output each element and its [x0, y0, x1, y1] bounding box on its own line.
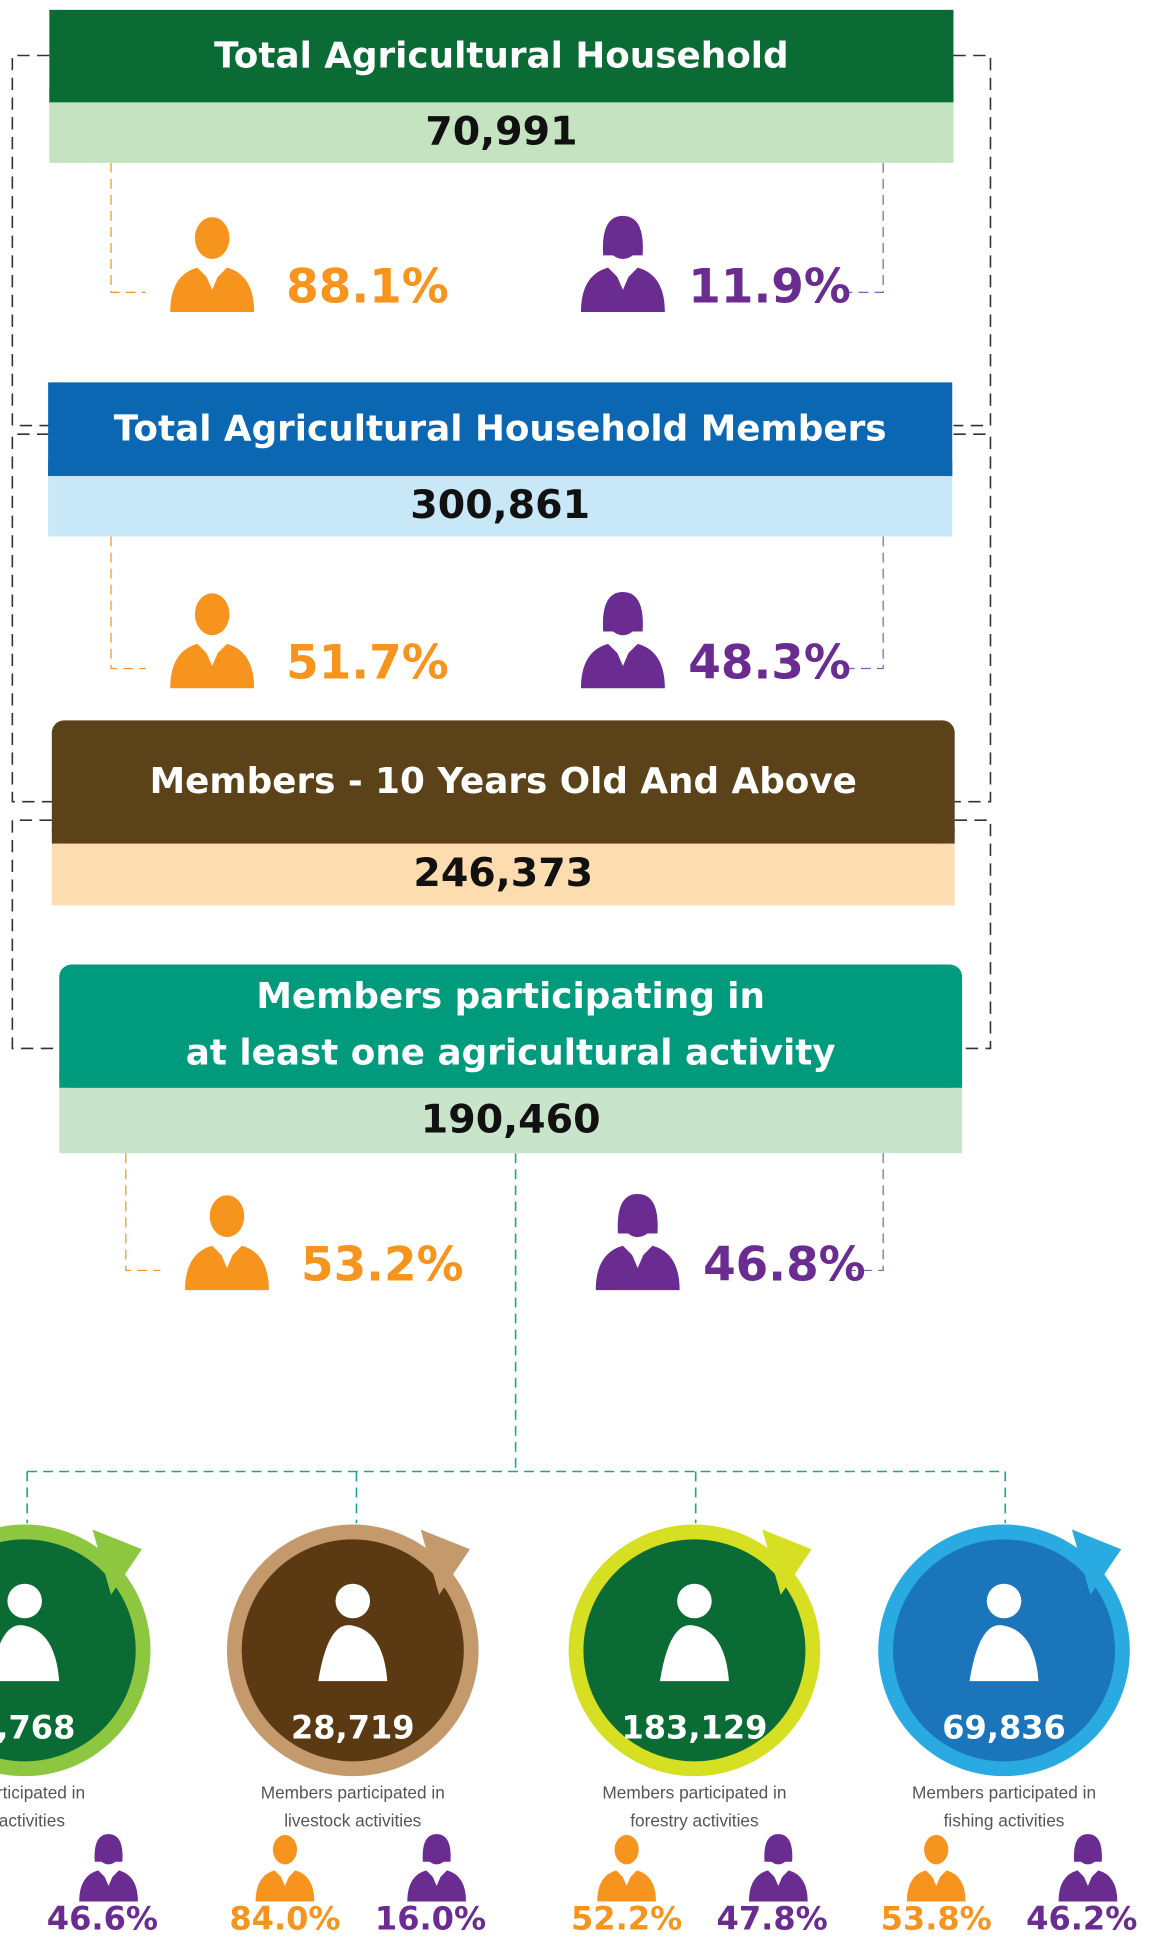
person-icon: [170, 217, 254, 312]
activity-male-percent: 53.8%: [881, 1899, 992, 1937]
activity-icon: [677, 1584, 712, 1619]
dash-male: [111, 537, 146, 669]
infographic: Total Agricultural Household 70,991 88.1% 1…: [0, 0, 1157, 1955]
male-percent: 51.7%: [286, 636, 449, 691]
person-icon: [170, 593, 254, 688]
activity-caption: forestry activities: [630, 1811, 758, 1831]
section-title: Total Agricultural Household: [214, 35, 788, 76]
person-icon: [596, 1194, 680, 1290]
head: [615, 1835, 639, 1864]
female-percent: 48.3%: [688, 636, 851, 691]
person-icon: [907, 1835, 966, 1901]
head: [195, 593, 230, 635]
section-value: 246,373: [413, 850, 593, 896]
activity-caption: livestock activities: [284, 1811, 421, 1831]
activity-caption: Members participated in: [912, 1782, 1096, 1802]
section-title: at least one agricultural activity: [186, 1033, 836, 1074]
head: [210, 1195, 245, 1237]
person-icon: [407, 1834, 466, 1901]
person-icon: [749, 1834, 808, 1901]
activity-caption: fishing activities: [944, 1811, 1065, 1831]
male-percent: 88.1%: [286, 259, 449, 314]
tree-lines: [27, 1153, 1005, 1523]
person-icon: [185, 1195, 269, 1290]
head: [766, 1835, 790, 1864]
section-value: 300,861: [410, 482, 590, 528]
page: Total Agricultural Household 70,991 88.1% 1…: [0, 0, 1157, 1955]
person-icon: [581, 592, 665, 688]
person-icon: [1059, 1834, 1118, 1901]
dash-male: [126, 1153, 161, 1270]
section-title: Members participating in: [256, 976, 765, 1017]
dash-female: [849, 163, 884, 293]
activity-female-percent: 16.0%: [375, 1899, 486, 1937]
head: [96, 1835, 120, 1864]
activity-icon: [7, 1584, 42, 1619]
activity-icon: [987, 1584, 1022, 1619]
male-percent: 53.2%: [301, 1237, 464, 1292]
female-percent: 46.8%: [703, 1237, 866, 1292]
dash-male: [111, 163, 146, 293]
head: [924, 1835, 948, 1864]
section-title: Total Agricultural Household Members: [114, 408, 887, 449]
person-icon: [581, 216, 665, 312]
person-icon: [256, 1835, 315, 1901]
activity-female-percent: 46.2%: [1026, 1899, 1137, 1937]
head: [620, 1195, 655, 1237]
activity-value: 28,719: [291, 1708, 415, 1746]
dash-female: [849, 537, 884, 669]
female-percent: 11.9%: [688, 259, 851, 314]
activity-male-percent: 52.2%: [571, 1899, 682, 1937]
activity-caption: Members participated in: [602, 1782, 786, 1802]
activity-value: 8,768: [0, 1708, 75, 1746]
activity-icon: [336, 1584, 371, 1619]
activity-caption: p activities: [0, 1811, 65, 1831]
head: [273, 1835, 297, 1864]
section-header-base: [52, 829, 955, 844]
section-title: Members - 10 Years Old And Above: [150, 761, 857, 802]
activity-caption: Members participated in: [261, 1782, 445, 1802]
activity-female-percent: 46.6%: [47, 1899, 158, 1937]
activity-caption: s participated in: [0, 1782, 85, 1802]
section-value: 70,991: [425, 108, 577, 154]
head: [195, 217, 230, 259]
activity-female-percent: 47.8%: [717, 1899, 828, 1937]
head: [606, 217, 641, 259]
head: [1076, 1835, 1100, 1864]
section-header-base: [48, 461, 952, 476]
head: [425, 1835, 449, 1864]
activity-male-percent: 84.0%: [229, 1899, 340, 1937]
section-header-base: [59, 1073, 962, 1088]
section-value: 190,460: [421, 1096, 601, 1142]
head: [606, 593, 641, 635]
activity-value: 69,836: [942, 1708, 1066, 1746]
person-icon: [597, 1835, 656, 1901]
section-header-base: [49, 88, 953, 103]
activity-value: 183,129: [621, 1708, 767, 1746]
person-icon: [79, 1834, 138, 1901]
